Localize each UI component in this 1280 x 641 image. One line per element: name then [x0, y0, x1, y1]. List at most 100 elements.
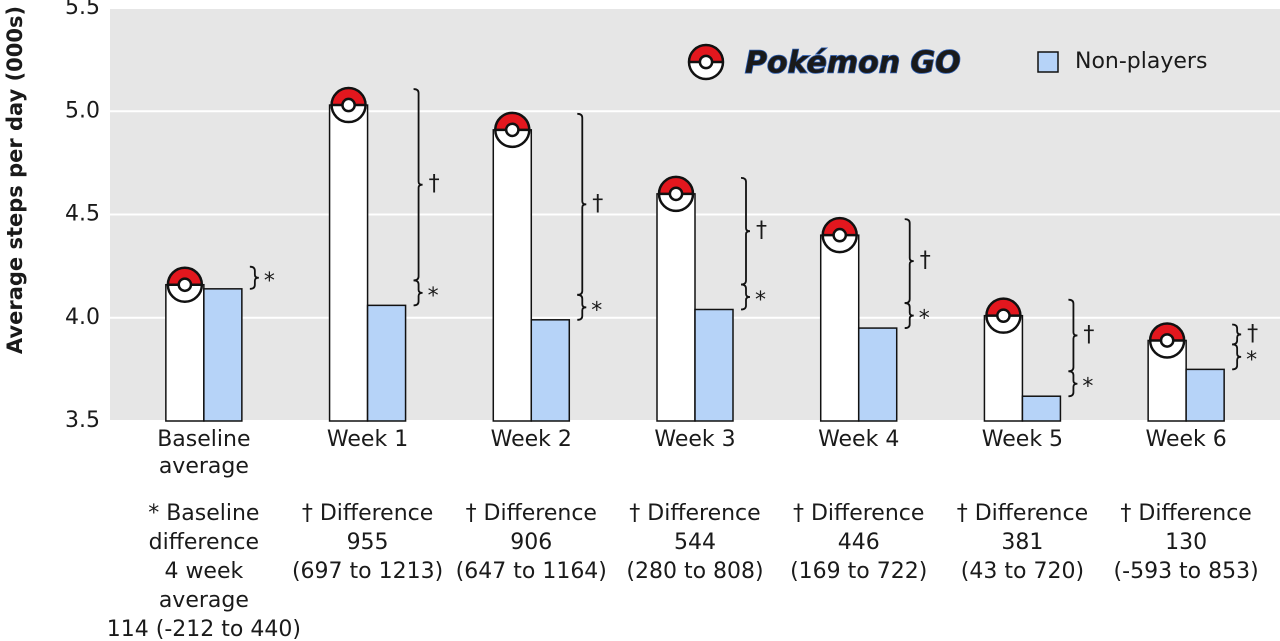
x-tick-label: Week 5 [981, 427, 1064, 452]
annotation-line: † Difference [302, 501, 433, 526]
annotation-line: † Difference [957, 501, 1088, 526]
annotation-line: (43 to 720) [961, 559, 1084, 584]
legend-label: Pokémon GO [745, 46, 961, 81]
pokeball-icon [1148, 322, 1186, 359]
bracket [904, 218, 914, 304]
player-bar [819, 234, 860, 422]
pokeball-bottom [331, 105, 366, 123]
difference-marker: † [756, 218, 767, 243]
baseline-marker: * [591, 298, 602, 323]
non-player-bar [1185, 368, 1225, 422]
y-tick-label: 4.5 [65, 202, 100, 227]
annotation-line: 955 [347, 530, 389, 555]
annotation-line: (169 to 722) [790, 559, 927, 584]
baseline-marker: * [428, 284, 439, 309]
player-bar [492, 129, 533, 422]
pokeball-button [698, 54, 714, 70]
bracket [249, 265, 259, 290]
pokeball-button [996, 308, 1011, 324]
y-tick-label: 4.0 [65, 305, 100, 330]
baseline-marker: * [755, 288, 766, 313]
pokeball-top [689, 45, 723, 62]
annotation-line: difference [149, 530, 259, 555]
y-tick-label: 5.0 [65, 98, 100, 123]
difference-marker: † [920, 248, 931, 273]
pokeball-bottom [167, 284, 202, 302]
pokeball-top [331, 88, 366, 106]
pokeball-icon [985, 297, 1022, 334]
pokeball-button [668, 186, 684, 202]
annotation-line: average [159, 588, 249, 613]
annotation-line: 114 (-212 to 440) [107, 617, 301, 641]
annotation-line: 130 [1165, 530, 1207, 555]
annotation-line: 446 [838, 530, 880, 555]
annotation-line: † Difference [1120, 501, 1251, 526]
pokeball-bottom [986, 315, 1021, 333]
pokeball-bottom [659, 193, 693, 211]
pokeball-icon [330, 86, 367, 124]
y-axis-label: Average steps per day (000s) [3, 6, 27, 354]
baseline-marker: * [264, 269, 275, 294]
player-bar [328, 104, 369, 422]
non-player-bar [530, 319, 571, 422]
non-player-bar [366, 304, 407, 422]
difference-marker: † [429, 172, 440, 197]
x-tick-label: Week 1 [326, 427, 409, 452]
pokeball-bottom [495, 129, 530, 147]
y-tick-label: 3.5 [65, 408, 100, 433]
pokeball-icon [821, 216, 858, 254]
legend-swatch [1037, 51, 1059, 73]
annotation-line: (647 to 1164) [456, 559, 607, 584]
pokeball-button [504, 122, 520, 138]
pokeball-top [986, 298, 1021, 316]
x-tick-label: Week 3 [654, 427, 736, 452]
baseline-marker: * [1082, 375, 1093, 400]
annotation-line: 4 week [164, 559, 243, 584]
difference-marker: † [592, 191, 603, 216]
annotation-line: (697 to 1213) [292, 559, 443, 584]
bracket [904, 302, 914, 329]
annotation-line: (-593 to 853) [1114, 559, 1259, 584]
pokeball-icon [657, 175, 695, 213]
pokeball-top [495, 112, 530, 130]
bracket [740, 283, 751, 311]
legend-label: Non-players [1075, 49, 1207, 74]
pokeball-button [177, 277, 193, 293]
baseline-marker: * [919, 307, 930, 332]
pokeball-top [822, 218, 857, 236]
x-tick-label: Week 2 [490, 427, 572, 452]
bracket [1232, 343, 1242, 371]
pokeball-bottom [1150, 340, 1185, 358]
pokeball-top [167, 267, 202, 285]
annotation-line: † Difference [466, 501, 597, 526]
bracket [1232, 323, 1242, 346]
pokeball-icon [687, 43, 725, 81]
pokeball-bottom [689, 62, 723, 79]
annotation-line: † Difference [629, 501, 760, 526]
bracket [413, 279, 423, 307]
non-player-bar [694, 308, 734, 422]
annotation-line: 544 [674, 530, 716, 555]
bracket [413, 88, 423, 282]
pokeball-button [832, 227, 848, 243]
x-tick-label: Baseline average [157, 427, 251, 479]
pokeball-top [1150, 323, 1185, 341]
x-tick-label: Week 4 [818, 427, 900, 452]
non-player-bar [1021, 395, 1062, 422]
pokeball-button [1159, 333, 1175, 348]
pokeball-icon [166, 266, 204, 303]
bracket [740, 176, 751, 286]
pokeball-top [659, 176, 693, 194]
player-bar [165, 283, 205, 422]
annotation-line: * Baseline [148, 501, 259, 526]
pokeball-bottom [822, 235, 857, 253]
y-tick-label: 5.5 [65, 0, 100, 20]
non-player-bar [203, 288, 243, 422]
pokeball-icon [494, 111, 531, 149]
annotation-line: 906 [510, 530, 552, 555]
difference-marker: † [1083, 322, 1094, 347]
baseline-marker: * [1246, 348, 1257, 373]
player-bar [656, 193, 696, 422]
